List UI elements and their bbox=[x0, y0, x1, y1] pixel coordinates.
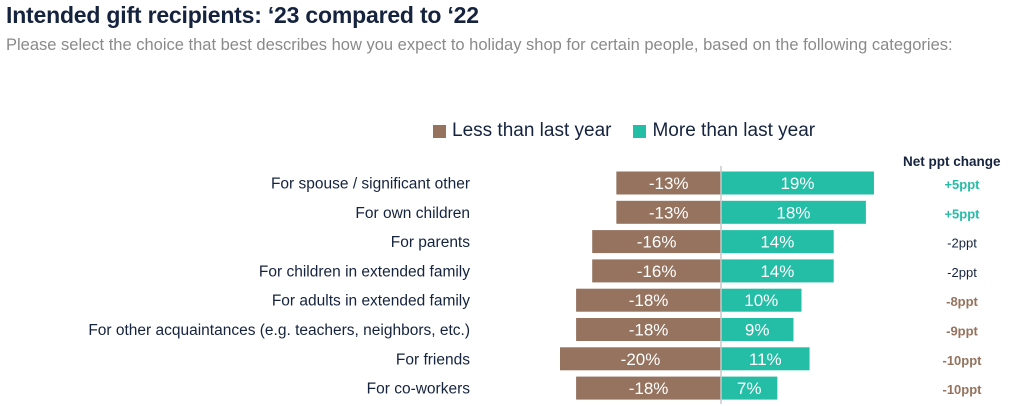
data-label-more: 14% bbox=[760, 262, 794, 281]
category-label: For spouse / significant other bbox=[271, 176, 470, 193]
category-label: For friends bbox=[396, 351, 470, 368]
data-label-less: -18% bbox=[629, 379, 669, 398]
category-label: For parents bbox=[391, 234, 471, 251]
net-change-value: -2ppt bbox=[947, 265, 977, 280]
legend-swatch-less bbox=[433, 124, 446, 138]
bar-less bbox=[592, 230, 721, 254]
net-change-value: +5ppt bbox=[944, 206, 980, 221]
bar-less bbox=[560, 347, 721, 371]
bar-more bbox=[721, 200, 866, 224]
bar-more bbox=[721, 259, 834, 283]
bar-less bbox=[576, 318, 721, 341]
legend-swatch-more bbox=[633, 124, 647, 138]
legend-label-less: Less than last year bbox=[452, 120, 612, 141]
data-label-less: -18% bbox=[629, 291, 669, 310]
category-label: For adults in extended family bbox=[272, 293, 470, 310]
net-change-value: -10ppt bbox=[943, 353, 983, 368]
data-label-less: -18% bbox=[629, 321, 669, 340]
data-label-more: 18% bbox=[776, 203, 810, 222]
net-change-value: +5ppt bbox=[944, 177, 980, 192]
bar-more bbox=[721, 347, 810, 371]
data-label-more: 11% bbox=[749, 350, 782, 369]
bar-less bbox=[576, 376, 721, 400]
legend: Less than last year More than last year bbox=[433, 120, 837, 142]
net-change-value: -9ppt bbox=[946, 324, 978, 339]
data-label-more: 14% bbox=[760, 233, 794, 252]
bar-less bbox=[576, 288, 721, 312]
net-change-value: -8ppt bbox=[946, 294, 978, 309]
chart-subtitle: Please select the choice that best descr… bbox=[6, 36, 953, 54]
legend-label-more: More than last year bbox=[652, 120, 816, 141]
data-label-more: 7% bbox=[737, 379, 762, 398]
data-label-more: 10% bbox=[744, 291, 778, 310]
data-label-less: -16% bbox=[637, 233, 677, 252]
data-label-less: -13% bbox=[649, 174, 689, 193]
bar-less bbox=[592, 259, 721, 283]
bar-more bbox=[721, 288, 802, 312]
data-label-less: -13% bbox=[649, 203, 689, 222]
data-label-more: 9% bbox=[745, 321, 770, 340]
net-change-value: -2ppt bbox=[947, 236, 977, 251]
category-label: For own children bbox=[355, 205, 470, 222]
category-label: For other acquaintances (e.g. teachers, … bbox=[88, 322, 470, 339]
legend-item-more: More than last year bbox=[633, 120, 815, 142]
net-change-value: -10ppt bbox=[943, 382, 983, 397]
category-label: For co-workers bbox=[367, 381, 471, 398]
bar-less bbox=[616, 200, 721, 224]
bar-more bbox=[721, 171, 874, 195]
category-label: For children in extended family bbox=[259, 263, 470, 280]
net-change-header: Net ppt change bbox=[903, 154, 1001, 169]
data-label-less: -16% bbox=[637, 262, 677, 281]
bar-less bbox=[616, 171, 721, 195]
bar-more bbox=[721, 376, 778, 400]
data-label-more: 19% bbox=[780, 174, 814, 193]
legend-item-less: Less than last year bbox=[433, 120, 611, 142]
bar-more bbox=[721, 318, 794, 341]
bar-more bbox=[721, 230, 834, 254]
data-label-less: -20% bbox=[621, 350, 661, 369]
chart-title: Intended gift recipients: ‘23 compared t… bbox=[6, 2, 479, 28]
